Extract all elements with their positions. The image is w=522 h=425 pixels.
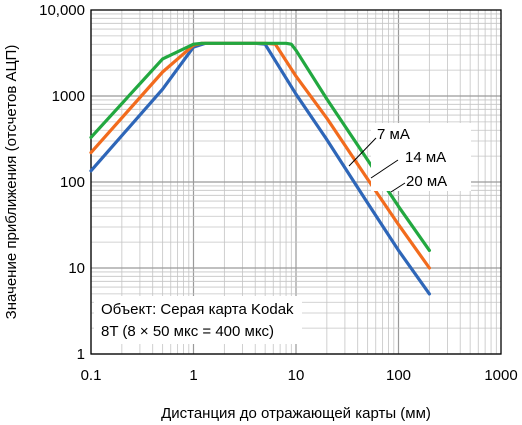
legend-leader-20ma	[390, 182, 406, 193]
legend-label-14ma: 14 мА	[405, 149, 446, 166]
y-tick-label: 1000	[52, 88, 85, 105]
y-tick-label: 1	[77, 346, 85, 363]
y-tick-label: 10,000	[39, 2, 85, 19]
x-tick-label: 100	[386, 367, 411, 384]
x-tick-label: 1	[189, 367, 197, 384]
y-tick-label: 100	[60, 174, 85, 191]
x-tick-label: 0.1	[81, 367, 102, 384]
x-axis-label: Дистанция до отражающей карты (мм)	[161, 405, 431, 422]
legend-background	[371, 123, 471, 191]
legend: 7 мА 14 мА 20 мА	[348, 123, 471, 193]
legend-label-20ma: 20 мА	[406, 173, 447, 190]
plot-frame	[90, 9, 502, 355]
tick-labels: 0.1 1 10 100 1000 1 10 100 1000 10,000	[39, 2, 518, 384]
y-axis-label: Значение приближения (отсчетов АЦП)	[3, 45, 20, 320]
x-tick-label: 1000	[484, 367, 517, 384]
legend-leader-14ma	[370, 159, 399, 179]
annotation-background	[94, 296, 302, 344]
annotation-line-1: Объект: Серая карта Kodak	[101, 301, 294, 318]
y-tick-label: 10	[68, 260, 85, 277]
legend-label-7ma: 7 мА	[377, 126, 410, 143]
legend-leader-7ma	[348, 137, 377, 167]
annotation-box: Объект: Серая карта Kodak 8T (8 × 50 мкс…	[94, 296, 302, 344]
x-tick-label: 10	[288, 367, 305, 384]
annotation-line-2: 8T (8 × 50 мкс = 400 мкс)	[101, 323, 274, 340]
